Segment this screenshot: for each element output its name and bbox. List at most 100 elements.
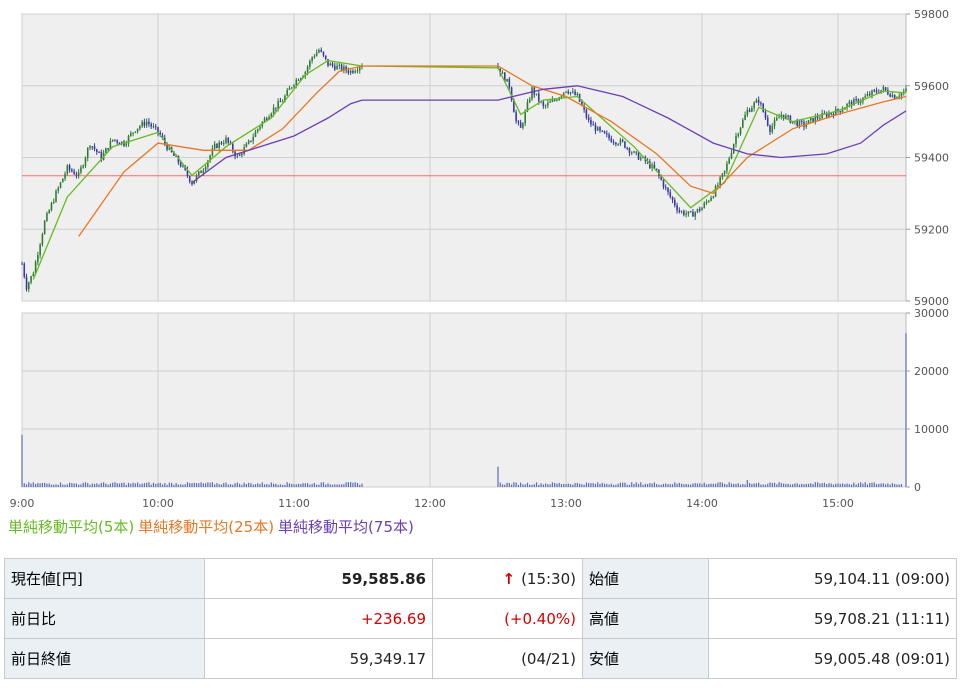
candle-body	[161, 135, 164, 138]
volume-bar	[569, 484, 572, 487]
volume-bar	[671, 484, 674, 487]
volume-bar	[769, 482, 771, 487]
volume-bar	[533, 484, 535, 487]
volume-bar	[354, 482, 356, 487]
candle-body	[37, 255, 39, 262]
candle-body	[678, 210, 681, 212]
time-tick-label: 12:00	[414, 497, 446, 510]
candle-body	[82, 165, 84, 168]
volume-bar	[245, 484, 247, 487]
candle-body	[93, 146, 96, 150]
volume-bar	[889, 484, 891, 487]
volume-bar	[715, 483, 717, 487]
volume-bar	[755, 483, 757, 487]
volume-bar	[141, 483, 143, 487]
volume-bar	[660, 484, 662, 487]
volume-bar	[608, 484, 610, 487]
volume-bar	[864, 482, 866, 487]
volume-bar	[735, 483, 737, 487]
moving-average-line	[78, 65, 907, 237]
volume-bar	[828, 483, 830, 487]
volume-bar	[73, 483, 75, 487]
volume-bar	[497, 466, 499, 487]
candle-body	[660, 175, 662, 181]
volume-bar	[41, 482, 43, 487]
volume-bar	[134, 483, 136, 487]
volume-bar	[726, 484, 728, 487]
candle-body	[837, 108, 839, 112]
candle-body	[705, 201, 708, 204]
volume-bar	[626, 484, 628, 487]
volume-bar	[613, 484, 615, 487]
volume-bar	[159, 482, 161, 487]
volume-bar	[690, 484, 692, 487]
candle-body	[848, 101, 851, 104]
volume-bar	[830, 483, 832, 487]
candle-body	[508, 78, 511, 88]
candle-body	[649, 161, 651, 168]
table-row: 前日終値 59,349.17 (04/21) 安値 59,005.48 (09:…	[4, 638, 957, 679]
price-axis-ticks: 59000 59200 59400 59600 59800	[906, 8, 949, 308]
volume-bar	[284, 484, 286, 487]
volume-bar	[195, 483, 198, 487]
candle-body	[266, 118, 268, 120]
volume-bar	[669, 484, 671, 487]
volume-bar	[311, 483, 313, 487]
candle-body	[683, 211, 685, 215]
candle-body	[46, 213, 48, 221]
candle-body	[692, 211, 694, 217]
volume-bar	[225, 482, 227, 487]
candle-body	[209, 155, 211, 161]
volume-bar	[64, 484, 66, 487]
volume-bar	[563, 483, 565, 487]
candle-body	[32, 274, 35, 277]
volume-bar	[730, 483, 733, 487]
candle-body	[746, 110, 749, 115]
candle-body	[130, 133, 132, 136]
volume-bar	[25, 484, 28, 487]
candle-body	[193, 180, 196, 185]
volume-bar	[807, 483, 810, 487]
volume-bar	[186, 482, 189, 487]
volume-bar	[819, 483, 821, 487]
candle-body	[75, 174, 78, 176]
volume-bar	[891, 483, 893, 487]
candle-body	[592, 124, 594, 126]
volume-bar	[792, 484, 794, 487]
candle-body	[309, 60, 311, 67]
candle-body	[118, 142, 121, 145]
candle-body	[617, 144, 619, 146]
candle-body	[136, 128, 139, 132]
prev-close-label: 前日終値	[4, 638, 205, 679]
candle-body	[241, 153, 243, 155]
volume-bar	[331, 484, 334, 487]
volume-bar	[540, 483, 542, 487]
volume-bar	[803, 484, 805, 487]
volume-bar	[694, 483, 696, 487]
volume-bar	[866, 484, 869, 487]
volume-bar	[728, 482, 730, 487]
candle-body	[62, 178, 64, 183]
volume-tick-label: 30000	[914, 307, 949, 320]
volume-bar	[316, 484, 318, 487]
volume-bar	[588, 482, 590, 487]
volume-bar	[82, 482, 84, 487]
candle-body	[340, 64, 343, 71]
change-percent: (+0.40%)	[432, 598, 583, 639]
volume-bar	[359, 484, 361, 487]
volume-bar	[356, 482, 359, 487]
volume-bar	[325, 484, 327, 487]
candle-body	[347, 70, 350, 73]
volume-bar	[273, 483, 275, 487]
volume-bar	[526, 482, 529, 487]
volume-bar	[139, 484, 141, 487]
volume-bar	[610, 483, 612, 487]
volume-bar	[535, 482, 538, 487]
candle-body	[859, 101, 862, 104]
volume-bar	[882, 483, 884, 487]
candle-body	[288, 88, 291, 91]
candle-body	[610, 138, 613, 143]
volume-bar	[177, 484, 179, 487]
candle-body	[751, 108, 753, 112]
volume-bar	[263, 484, 266, 487]
